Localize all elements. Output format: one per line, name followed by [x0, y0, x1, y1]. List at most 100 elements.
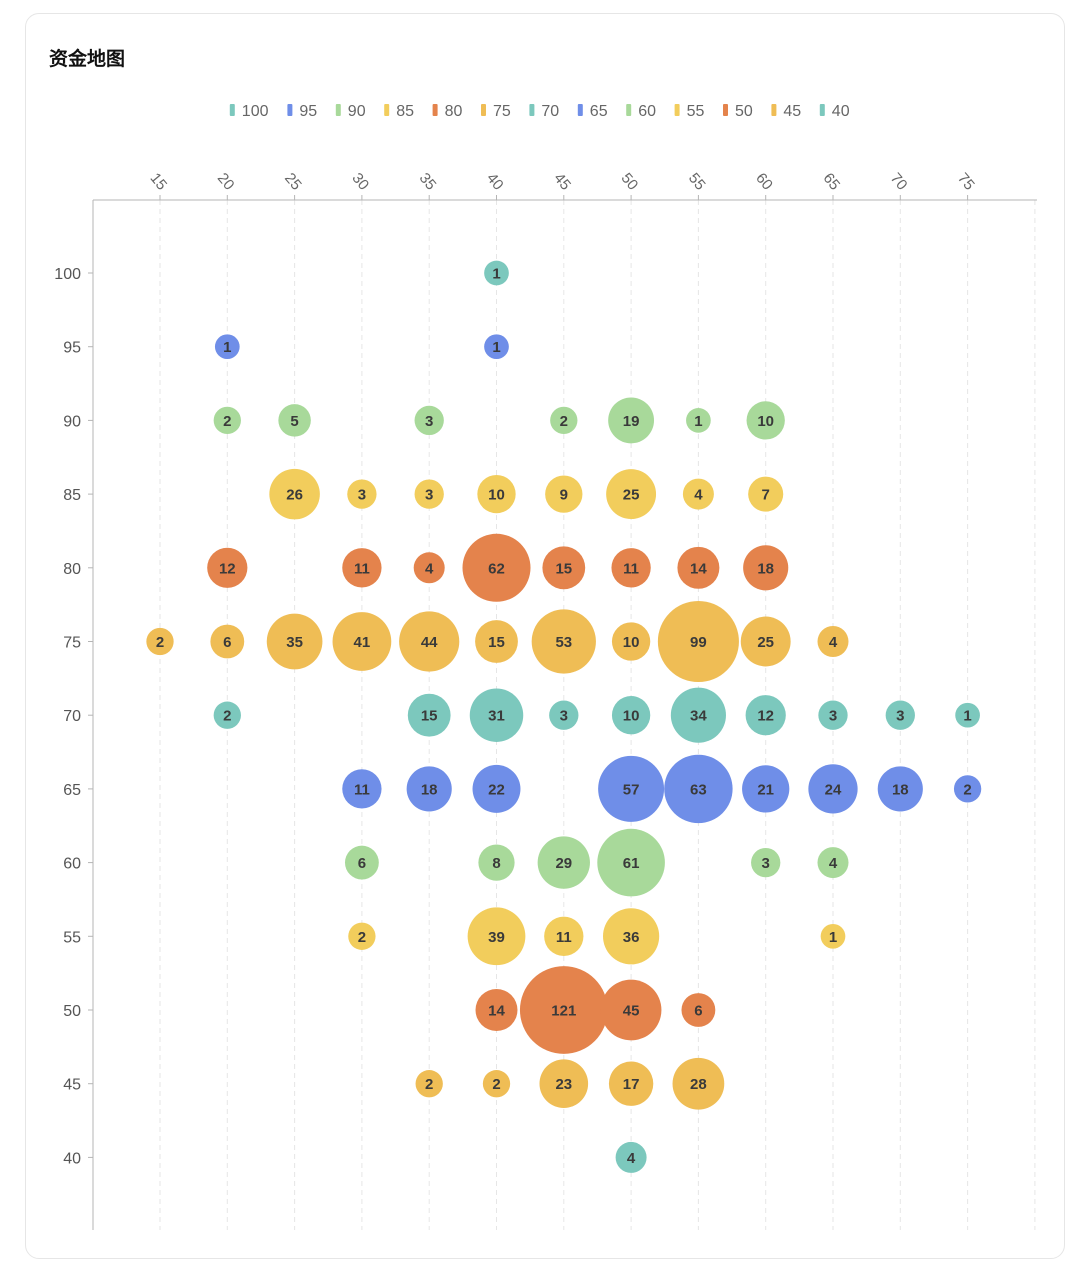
bubble[interactable]: 22 [472, 764, 521, 813]
bubble-circle[interactable] [475, 620, 518, 663]
bubble-circle[interactable] [146, 627, 174, 656]
legend-item[interactable]: 95 [287, 103, 317, 120]
bubble[interactable]: 2 [482, 1070, 511, 1098]
bubble-circle[interactable] [672, 1057, 725, 1110]
bubble-circle[interactable] [885, 700, 915, 730]
bubble-circle[interactable] [743, 545, 789, 591]
bubble-circle[interactable] [657, 600, 739, 683]
bubble[interactable]: 18 [406, 766, 452, 812]
bubble[interactable]: 1 [686, 408, 711, 433]
legend-item[interactable]: 60 [626, 103, 656, 120]
bubble-circle[interactable] [598, 755, 665, 822]
bubble[interactable]: 2 [146, 627, 174, 656]
bubble[interactable]: 11 [342, 548, 382, 588]
bubble-circle[interactable] [399, 611, 460, 672]
bubble-circle[interactable] [877, 766, 923, 812]
legend-item[interactable]: 45 [771, 103, 801, 120]
bubble[interactable]: 18 [877, 766, 923, 812]
bubble-circle[interactable] [278, 404, 311, 437]
bubble-circle[interactable] [681, 993, 716, 1027]
bubble-circle[interactable] [348, 922, 376, 950]
bubble-circle[interactable] [467, 907, 526, 966]
bubble[interactable]: 31 [469, 688, 524, 742]
bubble-circle[interactable] [686, 408, 711, 433]
bubble[interactable]: 23 [539, 1059, 589, 1109]
bubble-circle[interactable] [210, 624, 245, 659]
bubble-circle[interactable] [611, 696, 651, 735]
bubble[interactable]: 45 [600, 979, 662, 1041]
legend-item[interactable]: 70 [529, 103, 559, 120]
bubble-circle[interactable] [677, 546, 720, 589]
bubble[interactable]: 11 [342, 769, 382, 809]
bubble-circle[interactable] [953, 775, 982, 803]
bubble-circle[interactable] [545, 475, 583, 513]
bubble[interactable]: 2 [953, 775, 982, 803]
bubble-circle[interactable] [820, 923, 846, 949]
bubble-circle[interactable] [664, 754, 733, 824]
bubble-circle[interactable] [615, 1141, 647, 1173]
bubble-circle[interactable] [603, 908, 660, 965]
legend-item[interactable]: 40 [819, 103, 850, 120]
bubble[interactable]: 24 [808, 764, 858, 814]
bubble-circle[interactable] [477, 474, 516, 514]
bubble-circle[interactable] [808, 764, 858, 814]
bubble-circle[interactable] [531, 609, 596, 674]
bubble[interactable]: 12 [745, 695, 786, 736]
bubble-circle[interactable] [817, 847, 849, 879]
bubble[interactable]: 1 [955, 702, 980, 728]
bubble[interactable]: 121 [519, 966, 608, 1054]
bubble-circle[interactable] [544, 916, 584, 956]
bubble-circle[interactable] [606, 469, 657, 520]
bubble[interactable]: 11 [611, 548, 651, 588]
legend-item[interactable]: 55 [674, 103, 705, 120]
bubble-circle[interactable] [519, 966, 608, 1054]
bubble[interactable]: 44 [399, 611, 460, 672]
legend-item[interactable]: 90 [335, 103, 366, 120]
bubble[interactable]: 2 [213, 406, 241, 435]
legend-item[interactable]: 80 [432, 103, 463, 120]
bubble[interactable]: 6 [681, 993, 716, 1027]
bubble-circle[interactable] [549, 700, 579, 730]
bubble-circle[interactable] [342, 548, 382, 588]
bubble-circle[interactable] [745, 695, 786, 736]
bubble-circle[interactable] [213, 406, 241, 435]
bubble-circle[interactable] [342, 769, 382, 809]
bubble-circle[interactable] [608, 1061, 654, 1106]
legend-item[interactable]: 85 [384, 103, 414, 120]
bubble-circle[interactable] [214, 334, 240, 360]
bubble[interactable]: 36 [603, 908, 660, 965]
bubble[interactable]: 25 [740, 616, 791, 667]
bubble[interactable]: 62 [462, 533, 531, 602]
bubble[interactable]: 99 [657, 600, 739, 683]
bubble[interactable]: 8 [478, 844, 515, 881]
bubble[interactable]: 35 [266, 613, 323, 670]
bubble[interactable]: 18 [743, 545, 789, 591]
bubble[interactable]: 2 [213, 701, 241, 729]
bubble[interactable]: 41 [332, 612, 392, 671]
bubble[interactable]: 10 [611, 622, 651, 661]
bubble[interactable]: 10 [477, 474, 516, 514]
bubble[interactable]: 4 [615, 1141, 647, 1173]
bubble-circle[interactable] [472, 764, 521, 813]
bubble-circle[interactable] [817, 626, 849, 657]
bubble[interactable]: 15 [407, 693, 451, 737]
bubble[interactable]: 53 [531, 609, 596, 674]
bubble-circle[interactable] [537, 836, 590, 889]
bubble-circle[interactable] [414, 479, 444, 509]
bubble-circle[interactable] [539, 1059, 589, 1109]
bubble-circle[interactable] [415, 1070, 443, 1098]
bubble-circle[interactable] [682, 478, 714, 510]
bubble-circle[interactable] [482, 1070, 511, 1098]
bubble[interactable]: 26 [269, 468, 320, 520]
bubble[interactable]: 4 [817, 626, 849, 657]
bubble[interactable]: 9 [545, 475, 583, 513]
bubble[interactable]: 11 [544, 916, 584, 956]
bubble-circle[interactable] [407, 693, 451, 737]
bubble[interactable]: 14 [677, 546, 720, 589]
legend[interactable]: 100 95 90 85 80 75 70 65 60 55 50 45 40 [229, 103, 850, 120]
bubble[interactable]: 4 [817, 847, 849, 879]
bubble-circle[interactable] [469, 688, 524, 742]
bubble-circle[interactable] [955, 702, 980, 728]
bubble-circle[interactable] [462, 533, 531, 602]
bubble-circle[interactable] [484, 334, 509, 360]
